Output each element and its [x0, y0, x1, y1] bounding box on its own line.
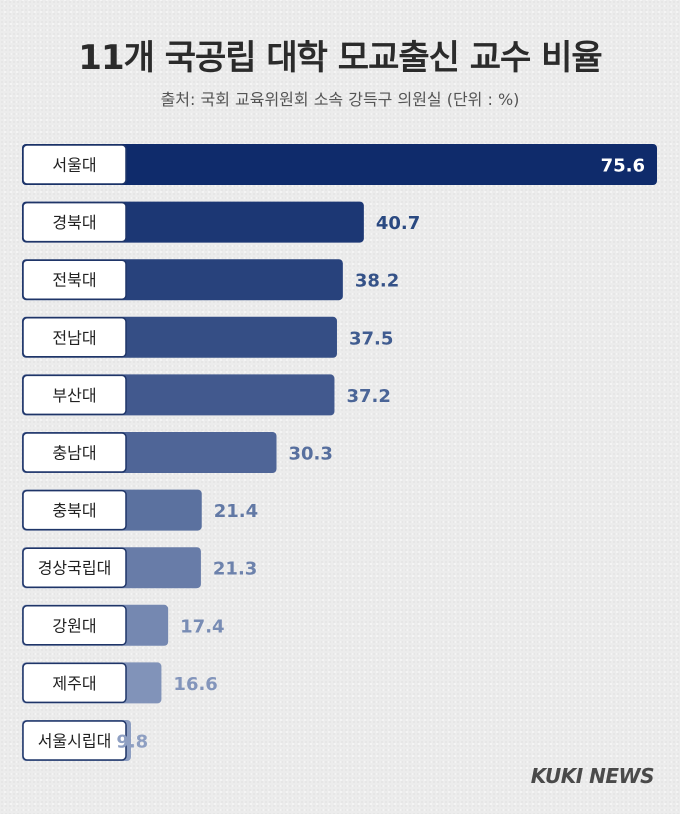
category-label: 경상국립대 — [38, 559, 112, 578]
value-label: 37.5 — [349, 328, 393, 349]
value-label: 17.4 — [180, 616, 224, 637]
category-label-box — [22, 489, 127, 531]
value-label: 40.7 — [376, 213, 420, 234]
value-label: 16.6 — [173, 674, 217, 695]
value-label: 38.2 — [355, 271, 399, 292]
category-label: 서울시립대 — [38, 732, 112, 751]
category-label-box — [22, 720, 127, 761]
category-label-box — [22, 432, 127, 473]
value-label: 21.4 — [214, 501, 258, 522]
category-label-box — [22, 547, 127, 588]
category-label-box — [22, 317, 127, 358]
category-label-box — [22, 605, 127, 646]
category-label: 제주대 — [52, 674, 96, 693]
chart-subtitle: 출처: 국회 교육위원회 소속 강득구 의원실 (단위 : %) — [160, 90, 520, 109]
chart-title: 11개 국공립 대학 모교출신 교수 비율 — [78, 38, 602, 78]
category-label: 전북대 — [52, 271, 96, 290]
value-label: 75.6 — [601, 156, 645, 177]
kuki-news-logo: KUKI NEWS — [530, 764, 655, 788]
category-label: 강원대 — [52, 616, 96, 635]
category-label-box — [22, 201, 127, 243]
value-label: 30.3 — [289, 444, 333, 465]
category-label-box — [22, 662, 127, 704]
value-label: 21.3 — [213, 559, 257, 580]
value-label: 37.2 — [346, 386, 390, 407]
category-label: 경북대 — [52, 213, 96, 232]
category-label: 충북대 — [52, 501, 96, 520]
category-label-box — [22, 374, 127, 416]
category-label: 서울대 — [52, 156, 96, 175]
category-label-box — [22, 259, 127, 300]
category-label-box — [22, 144, 127, 185]
category-label: 충남대 — [52, 444, 96, 463]
category-label: 전남대 — [52, 328, 96, 347]
category-label: 부산대 — [52, 386, 96, 405]
value-label: 9.8 — [116, 732, 148, 753]
bar-1 — [22, 144, 657, 185]
